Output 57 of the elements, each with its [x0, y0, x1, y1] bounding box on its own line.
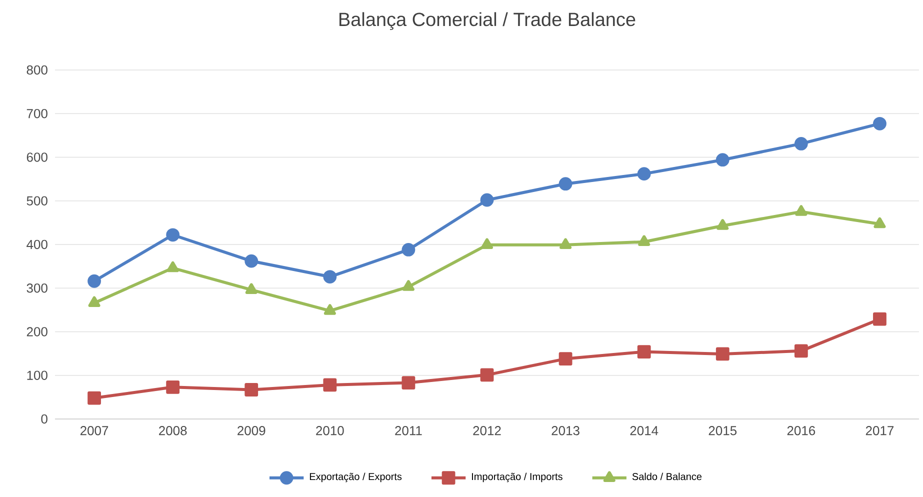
- y-tick-label: 800: [26, 65, 48, 75]
- point: [637, 345, 651, 359]
- x-tick-label: 2008: [159, 426, 187, 436]
- point: [558, 352, 572, 366]
- point: [402, 280, 414, 291]
- point: [481, 238, 494, 250]
- chart-title: Balança Comercial / Trade Balance: [339, 12, 636, 30]
- point: [480, 193, 494, 207]
- point: [166, 261, 179, 272]
- point: [560, 238, 572, 250]
- y-tick-label: 700: [26, 109, 48, 118]
- y-tick-label: 500: [26, 196, 48, 206]
- point: [245, 283, 258, 294]
- x-tick-label: 2012: [473, 426, 501, 436]
- x-tick-label: 2014: [630, 426, 658, 436]
- y-tick-label: 600: [26, 152, 48, 162]
- point: [873, 312, 886, 326]
- point: [402, 243, 416, 256]
- point: [794, 137, 808, 150]
- point: [794, 344, 808, 358]
- x-tick-label: 2007: [80, 426, 108, 436]
- y-tick-label: 400: [26, 240, 48, 250]
- x-tick-label: 2009: [238, 426, 266, 436]
- point: [795, 205, 808, 216]
- point: [638, 235, 650, 246]
- point: [716, 347, 730, 361]
- y-tick-label: 200: [26, 327, 48, 336]
- point: [873, 116, 886, 130]
- point: [874, 217, 886, 228]
- point: [88, 296, 100, 308]
- x-tick-label: 2015: [708, 426, 737, 436]
- point: [716, 219, 729, 230]
- legend-label: Exportação / Exports: [310, 472, 402, 482]
- point: [323, 270, 337, 284]
- x-tick-label: 2016: [787, 426, 816, 436]
- point: [324, 304, 336, 315]
- point: [558, 177, 572, 191]
- point: [323, 378, 337, 392]
- point: [716, 153, 730, 167]
- point: [402, 376, 416, 390]
- x-tick-label: 2010: [316, 426, 344, 436]
- point: [244, 254, 258, 268]
- legend-label: Saldo / Balance: [632, 472, 702, 480]
- legend-label: Importação / Imports: [472, 472, 562, 482]
- point: [166, 380, 180, 394]
- point: [88, 391, 101, 405]
- y-tick-label: 0: [41, 414, 48, 424]
- point: [88, 274, 101, 288]
- x-tick-label: 2013: [552, 426, 580, 436]
- point: [480, 368, 494, 382]
- point: [166, 228, 180, 242]
- x-tick-label: 2011: [395, 426, 422, 436]
- point: [637, 167, 651, 181]
- y-tick-label: 300: [26, 284, 48, 293]
- y-tick-label: 100: [27, 370, 48, 380]
- point: [244, 383, 258, 396]
- x-tick-label: 2017: [866, 426, 894, 436]
